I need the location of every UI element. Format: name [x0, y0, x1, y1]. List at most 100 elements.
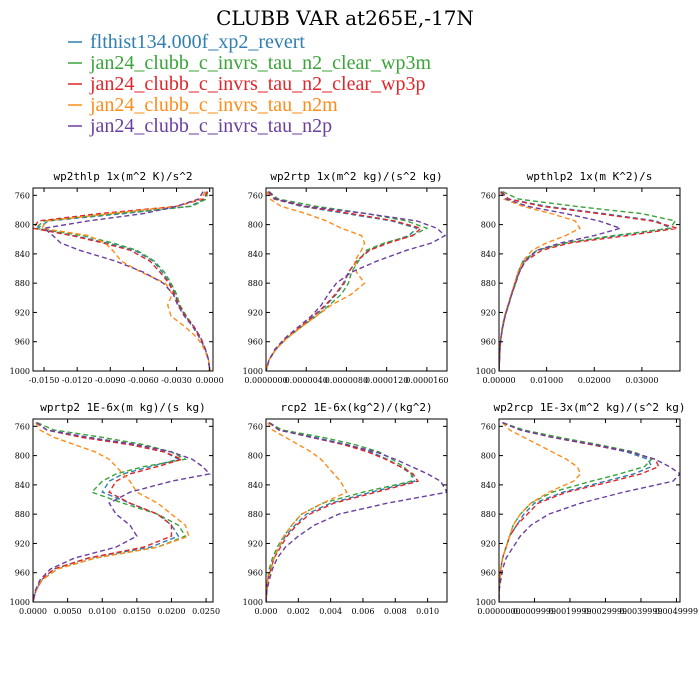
y-tick-label: 1000	[10, 598, 30, 607]
y-tick-label: 920	[248, 308, 263, 317]
panels: wp2thlp 1x(m^2 K)/s^2-0.0150 -0.0120 -0.00…	[10, 170, 698, 616]
x-tick-label: 0.01000	[530, 376, 563, 385]
y-tick-label: 880	[481, 279, 496, 288]
x-tick-label: 0.0000000	[477, 607, 520, 616]
y-tick-label: 840	[15, 250, 30, 259]
y-tick-label: 1000	[10, 367, 30, 376]
legend-label: jan24_clubb_c_invrs_tau_n2_clear_wp3p	[89, 73, 425, 95]
x-tick-label: -0.0090	[95, 376, 126, 385]
y-tick-label: 960	[248, 338, 263, 347]
series-line	[35, 191, 211, 371]
panel-title: wprtp2 1E-6x(m kg)/(s kg)	[40, 401, 206, 414]
series-line	[266, 191, 447, 371]
y-tick-label: 960	[15, 569, 30, 578]
x-tick-label: 0.006	[352, 607, 375, 616]
series-line	[499, 421, 653, 602]
legend-label: jan24_clubb_c_invrs_tau_n2_clear_wp3m	[89, 52, 431, 74]
series-line	[33, 191, 211, 371]
y-tick-label: 760	[248, 422, 263, 431]
x-tick-label: -0.0030	[161, 376, 192, 385]
series-line	[266, 191, 423, 371]
plot-frame	[265, 418, 448, 603]
chart-panel: rcp2 1E-6x(kg^2)/(kg^2) 0.000 0.002 0.004 0.…	[243, 401, 448, 616]
plot-frame	[498, 187, 681, 372]
x-tick-label: 0.008	[384, 607, 407, 616]
x-tick-label: 0.0009999	[513, 607, 556, 616]
y-tick-label: 800	[481, 221, 496, 230]
series-line	[33, 422, 190, 602]
series-line	[499, 422, 680, 602]
y-tick-label: 1000	[476, 367, 496, 376]
series-line	[499, 422, 660, 602]
y-tick-label: 800	[248, 221, 263, 230]
series-line	[499, 191, 677, 371]
x-tick-label: 0.0000000	[244, 376, 287, 385]
x-tick-label: -0.0120	[62, 376, 93, 385]
y-tick-label: 800	[248, 452, 263, 461]
legend-entry: jan24_clubb_c_invrs_tau_n2m	[68, 94, 338, 116]
x-tick-label: 0.0050	[54, 607, 82, 616]
figure-title: CLUBB VAR at265E,-17N	[216, 6, 474, 30]
y-tick-label: 880	[481, 510, 496, 519]
y-tick-label: 1000	[243, 598, 263, 607]
x-tick-label: 0.0000	[196, 376, 224, 385]
x-tick-label: 0.0000120	[365, 376, 408, 385]
y-tick-label: 840	[481, 250, 496, 259]
series-line	[499, 191, 581, 371]
legend: flthist134.000f_xp2_revertjan24_clubb_c_…	[68, 31, 431, 137]
chart-panel: wp2rcp 1E-3x(m^2 kg)/(s^2 kg)0.00000000.…	[476, 401, 698, 616]
y-tick-label: 800	[481, 452, 496, 461]
x-tick-label: 0.0000040	[285, 376, 328, 385]
x-tick-label: 0.004	[319, 607, 342, 616]
x-tick-label: -0.0060	[128, 376, 159, 385]
y-tick-label: 880	[15, 510, 30, 519]
panel-title: rcp2 1E-6x(kg^2)/(kg^2)	[280, 401, 432, 414]
legend-entry: jan24_clubb_c_invrs_tau_n2_clear_wp3m	[68, 52, 431, 74]
x-tick-label: 0.0000080	[325, 376, 368, 385]
series-line	[266, 191, 366, 371]
legend-label: jan24_clubb_c_invrs_tau_n2p	[89, 115, 332, 137]
x-tick-label: 0.0100	[88, 607, 116, 616]
x-tick-label: 0.0000	[19, 607, 47, 616]
x-tick-label: 0.002	[287, 607, 310, 616]
series-line	[33, 422, 188, 602]
y-tick-label: 880	[15, 279, 30, 288]
y-tick-label: 800	[15, 452, 30, 461]
legend-entry: jan24_clubb_c_invrs_tau_n2p	[68, 115, 332, 137]
chart-panel: wp2thlp 1x(m^2 K)/s^2-0.0150 -0.0120 -0.00…	[10, 170, 224, 385]
series-line	[33, 422, 211, 602]
y-tick-label: 920	[481, 539, 496, 548]
legend-label: flthist134.000f_xp2_revert	[90, 31, 305, 53]
y-tick-label: 880	[248, 510, 263, 519]
chart-panel: wpthlp2 1x(m K^2)/s 0.00000 0.01000 0.02000…	[476, 170, 681, 385]
y-tick-label: 760	[481, 191, 496, 200]
y-tick-label: 920	[15, 308, 30, 317]
panel-title: wp2rtp 1x(m^2 kg)/(s^2 kg)	[270, 170, 442, 183]
y-tick-label: 960	[15, 338, 30, 347]
plot-frame	[265, 187, 448, 372]
x-tick-label: 0.00000	[482, 376, 515, 385]
x-tick-label: 0.000	[255, 607, 278, 616]
panel-title: wp2rcp 1E-3x(m^2 kg)/(s^2 kg)	[493, 401, 685, 414]
plot-frame	[32, 418, 214, 603]
series-line	[266, 422, 348, 602]
x-tick-label: 0.0150	[123, 607, 151, 616]
y-tick-label: 760	[15, 422, 30, 431]
panel-title: wpthlp2 1x(m K^2)/s	[527, 170, 653, 183]
series-line	[266, 422, 416, 602]
y-tick-label: 960	[481, 338, 496, 347]
x-tick-label: 0.0019999	[548, 607, 591, 616]
x-tick-label: 0.0000160	[405, 376, 448, 385]
y-tick-label: 800	[15, 221, 30, 230]
series-line	[499, 191, 673, 371]
series-line	[266, 422, 413, 602]
legend-entry: jan24_clubb_c_invrs_tau_n2_clear_wp3p	[68, 73, 425, 95]
series-line	[499, 191, 678, 371]
chart-panel: wp2rtp 1x(m^2 kg)/(s^2 kg)0.00000000.000…	[243, 170, 449, 385]
y-tick-label: 880	[248, 279, 263, 288]
series-line	[499, 422, 582, 602]
y-tick-label: 760	[248, 191, 263, 200]
plot-frame	[32, 187, 214, 372]
series-line	[266, 422, 420, 602]
